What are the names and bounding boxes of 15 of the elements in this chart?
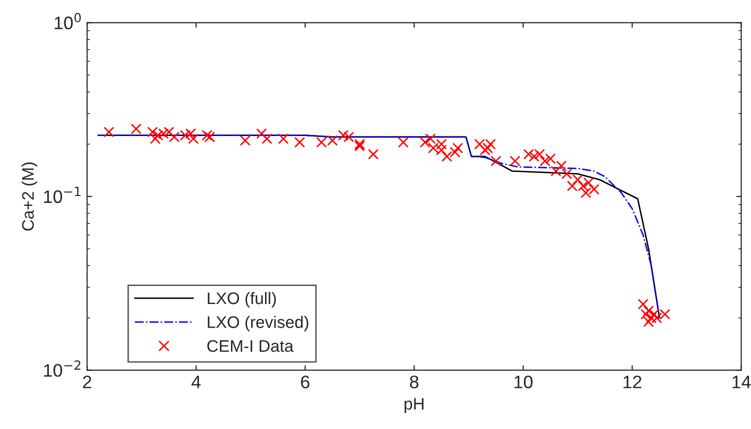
x-axis-title: pH [404,398,424,414]
x-tick-label: 14 [732,376,751,388]
legend-label: CEM-I Data [207,340,294,352]
y-axis-title: Ca+2 (M) [22,162,38,231]
x-tick-label: 10 [514,376,533,388]
x-tick-label: 6 [301,376,310,388]
y-tick-label: 10$^{0}$ [54,12,81,30]
legend-label: LXO (revised) [208,316,308,332]
legend-label: LXO (full) [208,292,276,308]
x-tick-label: 8 [410,376,418,388]
y-tick-label: 10$^{−2}$ [44,360,80,377]
x-tick-label: 4 [192,376,201,388]
y-tick-label: 10$^{−1}$ [44,186,80,204]
x-tick-label: 12 [624,376,642,388]
x-tick-label: 2 [83,376,92,388]
